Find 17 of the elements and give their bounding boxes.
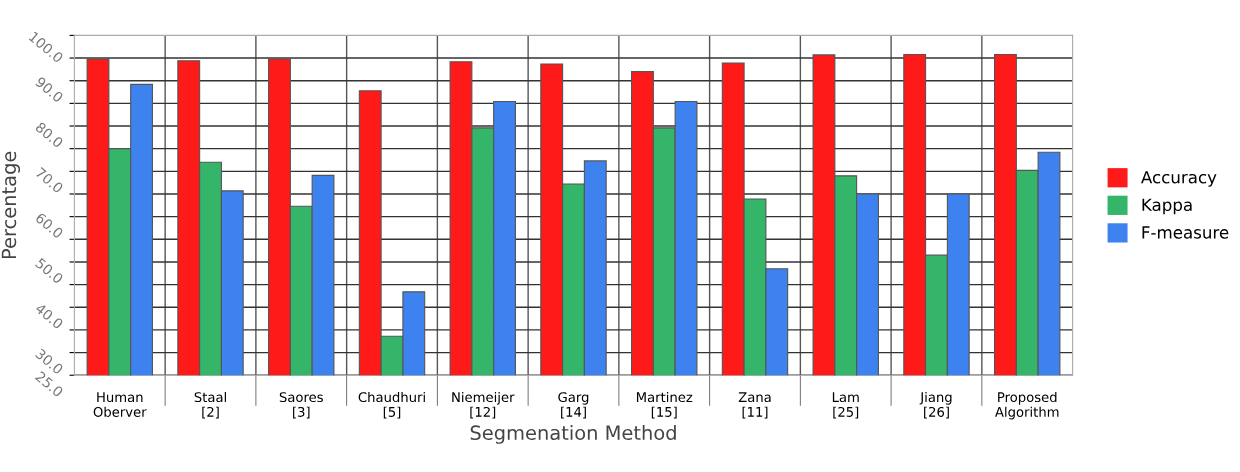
x-tick-label: Human Oberver: [93, 392, 147, 417]
x-tick-label: Chaudhuri [5]: [358, 391, 425, 419]
y-tick-label: 40.0: [34, 302, 64, 330]
legend-label: Accuracy: [1141, 171, 1217, 187]
legend-label: F-measure: [1142, 226, 1229, 239]
x-tick-label: Proposed Algorithm: [995, 391, 1059, 420]
x-tick-label: Zana [11]: [738, 392, 771, 419]
x-tick-label: Staal [2]: [194, 391, 226, 419]
x-tick-label: Saores [3]: [279, 392, 323, 419]
x-axis-title: Segmenation Method: [470, 425, 676, 444]
x-tick-label: Garg [14]: [558, 392, 589, 419]
x-tick-label: Martinez [15]: [636, 391, 693, 419]
x-tick-label: Lam [25]: [832, 392, 859, 419]
y-axis-title: Percentage: [1, 151, 21, 259]
legend-label: Kappa: [1142, 198, 1192, 215]
x-tick-label: Jiang [26]: [919, 391, 952, 419]
x-tick-label: Niemeijer [12]: [452, 391, 515, 419]
